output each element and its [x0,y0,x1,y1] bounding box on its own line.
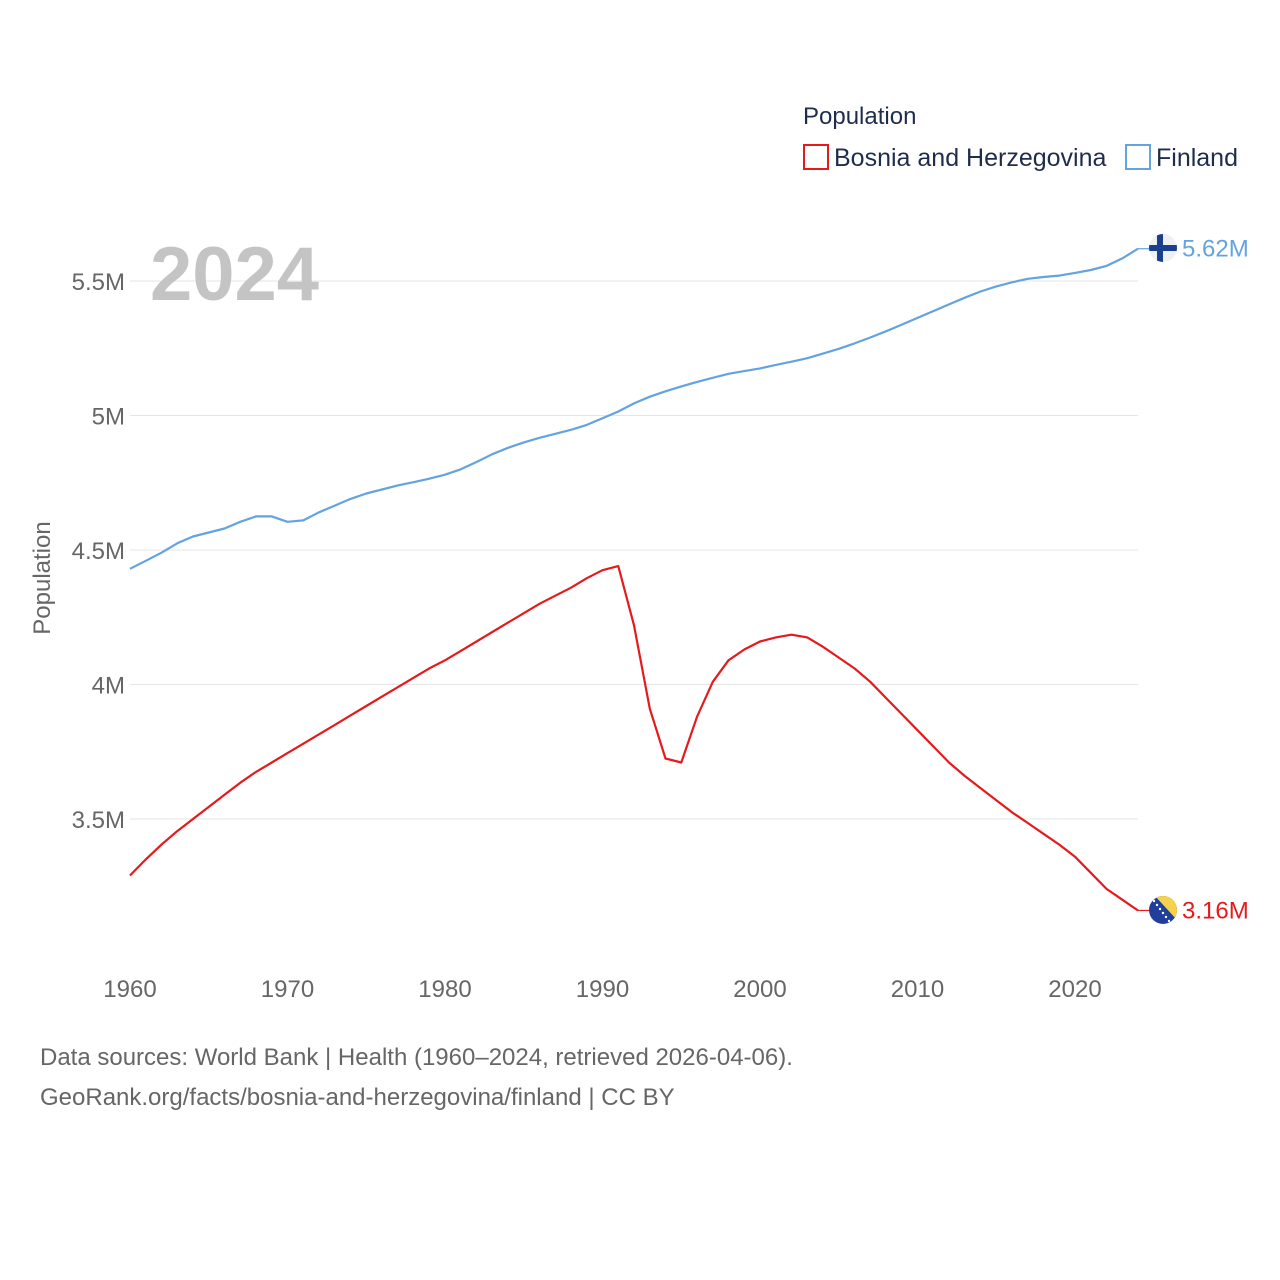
y-tick-label: 5.5M [72,269,125,296]
y-tick-label: 5M [92,404,125,431]
end-value-label: 3.16M [1182,897,1249,924]
x-axis-ticks: 1960 1970 1980 1990 2000 2010 2020 [103,976,1101,1003]
x-tick-label: 2000 [733,976,786,1003]
y-tick-label: 4.5M [72,538,125,565]
y-tick-label: 4M [92,673,125,700]
gridlines [130,280,1138,820]
x-tick-label: 1960 [103,976,156,1003]
x-tick-label: 1990 [576,976,629,1003]
x-tick-label: 1980 [418,976,471,1003]
x-tick-label: 2010 [891,976,944,1003]
legend-title: Population [803,103,916,130]
end-markers: 3.16M 5.62M [1138,236,1249,924]
series-lines [129,247,1139,912]
legend-label-finland[interactable]: Finland [1156,144,1238,172]
end-value-label: 5.62M [1182,236,1249,263]
x-tick-label: 1970 [261,976,314,1003]
x-tick-label: 2020 [1048,976,1101,1003]
legend: Population Bosnia and Herzegovina Finlan… [803,103,1238,172]
legend-label-bosnia[interactable]: Bosnia and Herzegovina [834,144,1106,172]
series-line-bosnia-and-herzegovina[interactable] [129,564,1139,912]
y-axis-title: Population [29,521,56,634]
bosnia-flag-icon [1149,896,1177,924]
legend-swatch-bosnia[interactable] [803,144,829,170]
y-tick-label: 3.5M [72,807,125,834]
finland-flag-icon [1149,234,1177,262]
legend-swatch-finland[interactable] [1125,144,1151,170]
footer-sources: Data sources: World Bank | Health (1960–… [40,1044,793,1071]
y-axis-ticks: 3.5M 4M 4.5M 5M 5.5M [72,269,125,834]
series-line-finland[interactable] [129,247,1139,570]
footer-url[interactable]: GeoRank.org/facts/bosnia-and-herzegovina… [40,1084,675,1111]
current-year-label: 2024 [150,232,319,317]
